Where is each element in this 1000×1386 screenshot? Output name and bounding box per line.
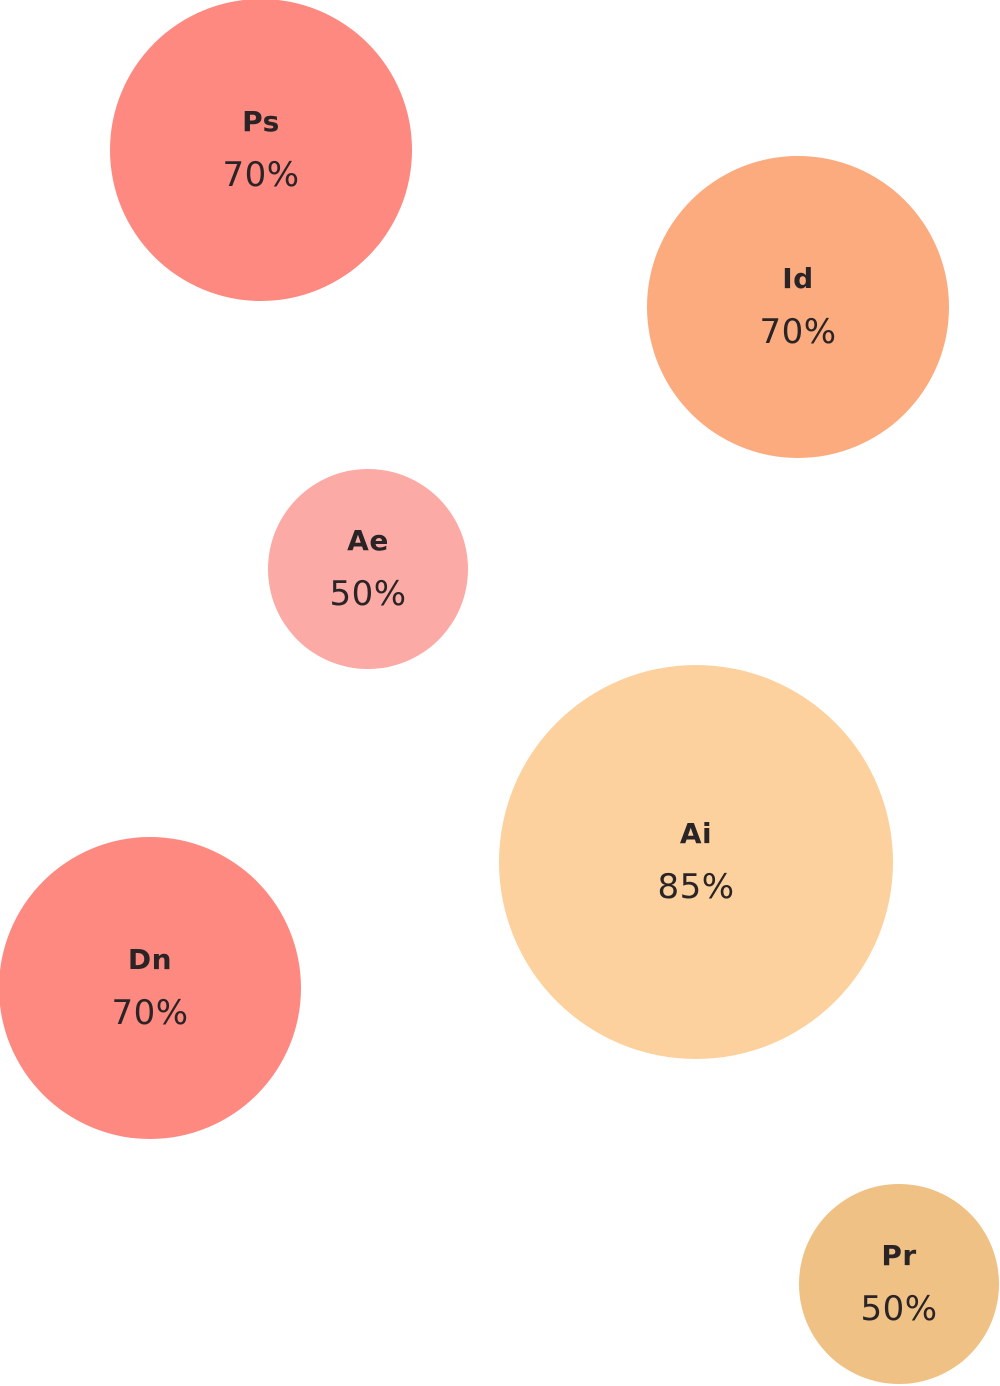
skill-bubble-id: Id 70% bbox=[647, 156, 949, 458]
skill-name-label: Pr bbox=[881, 1239, 917, 1272]
skill-percentage-label: 85% bbox=[657, 867, 735, 907]
skill-name-label: Ai bbox=[679, 817, 713, 850]
skill-name-label: Ps bbox=[242, 105, 280, 138]
skill-percentage-label: 70% bbox=[222, 155, 300, 195]
skill-bubble-ai: Ai 85% bbox=[499, 665, 893, 1059]
skill-percentage-label: 50% bbox=[860, 1289, 938, 1329]
skill-percentage-label: 70% bbox=[759, 312, 837, 352]
skill-bubble-pr: Pr 50% bbox=[799, 1184, 999, 1384]
skill-percentage-label: 50% bbox=[329, 574, 407, 614]
skill-percentage-label: 70% bbox=[111, 993, 189, 1033]
skill-bubble-ae: Ae 50% bbox=[268, 469, 468, 669]
skill-name-label: Dn bbox=[127, 943, 173, 976]
skill-name-label: Ae bbox=[347, 524, 389, 557]
skill-name-label: Id bbox=[782, 262, 814, 295]
skill-bubble-dn: Dn 70% bbox=[0, 837, 301, 1139]
skill-bubble-ps: Ps 70% bbox=[110, 0, 412, 301]
